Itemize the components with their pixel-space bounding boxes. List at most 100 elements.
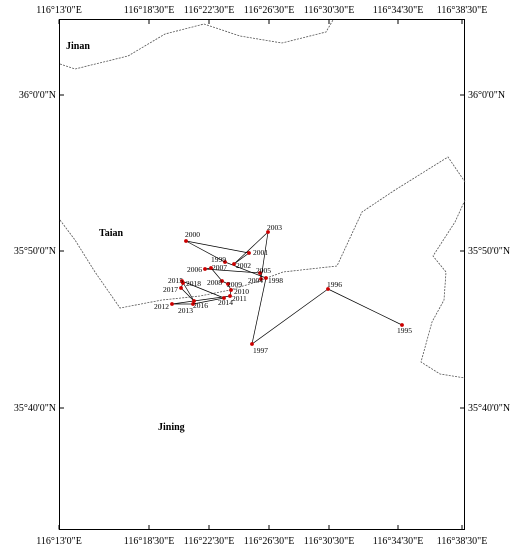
region-labels: Jinan Taian Jining	[66, 41, 185, 433]
lon-tick-label: 116°13'0"E	[36, 5, 82, 16]
track-segment	[185, 240, 226, 263]
track-point-2010	[229, 288, 233, 292]
track-segment	[210, 267, 223, 282]
track-segment	[171, 295, 231, 305]
track-point-2002	[232, 262, 236, 266]
migration-track	[171, 231, 403, 345]
lon-tick-label: 116°13'0"E	[36, 536, 82, 547]
lat-tick-label: 35°40'0"N	[468, 403, 510, 414]
jinan-boundary	[59, 19, 334, 70]
region-label-jinan: Jinan	[66, 41, 90, 52]
year-label: 1998	[268, 276, 283, 285]
region-label-jining: Jining	[158, 422, 185, 433]
lon-tick-label: 116°38'30"E	[437, 536, 488, 547]
lon-tick-label: 116°22'30"E	[184, 5, 235, 16]
track-point-2004	[259, 277, 263, 281]
track-point-2006	[203, 267, 207, 271]
track-point-1996	[326, 287, 330, 291]
year-label: 2014	[218, 298, 233, 307]
region-label-taian: Taian	[99, 228, 124, 239]
lon-tick-label: 116°34'30"E	[373, 536, 424, 547]
east-boundary	[420, 199, 466, 379]
year-label: 2010	[234, 287, 249, 296]
year-label: 2006	[187, 265, 202, 274]
year-label: 2005	[256, 266, 271, 275]
year-label: 2008	[207, 278, 222, 287]
taian-jining-boundary	[59, 156, 466, 309]
year-label: 1995	[397, 326, 412, 335]
lon-tick-label: 116°22'30"E	[184, 536, 235, 547]
track-point-2016	[192, 299, 196, 303]
lat-tick-label: 35°50'0"N	[14, 246, 56, 257]
map-frame	[59, 19, 465, 530]
year-label: 2012	[154, 302, 169, 311]
year-label: 2017	[163, 285, 178, 294]
lon-tick-label: 116°18'30"E	[124, 5, 175, 16]
lat-tick-label: 35°40'0"N	[14, 403, 56, 414]
lon-labels-top: 116°13'0"E 116°18'30"E 116°22'30"E 116°2…	[36, 5, 487, 16]
year-label: 2000	[185, 230, 200, 239]
lon-tick-label: 116°34'30"E	[373, 5, 424, 16]
lon-labels-bottom: 116°13'0"E 116°18'30"E 116°22'30"E 116°2…	[36, 536, 487, 547]
track-point-2001	[247, 251, 251, 255]
track-point-2012	[170, 302, 174, 306]
track-point-2003	[266, 230, 270, 234]
lon-tick-label: 116°26'30"E	[244, 536, 295, 547]
track-segment	[185, 240, 250, 254]
year-label: 2002	[236, 261, 251, 270]
year-label: 1996	[327, 280, 342, 289]
year-label: 2001	[253, 248, 268, 257]
lat-tick-label: 36°0'0"N	[19, 90, 56, 101]
track-points	[170, 230, 404, 346]
track-point-2018	[181, 281, 185, 285]
track-segment	[251, 288, 329, 345]
track-point-2011	[228, 294, 232, 298]
track-point-1997	[250, 342, 254, 346]
lon-tick-label: 116°30'30"E	[304, 5, 355, 16]
lat-tick-label: 36°0'0"N	[468, 90, 505, 101]
lon-tick-label: 116°26'30"E	[244, 5, 295, 16]
lon-tick-label: 116°30'30"E	[304, 536, 355, 547]
year-label: 2013	[178, 306, 193, 315]
lon-tick-label: 116°38'30"E	[437, 5, 488, 16]
year-label: 1997	[253, 346, 268, 355]
year-label: 2003	[267, 223, 282, 232]
track-segment	[180, 287, 195, 302]
track-segment	[233, 231, 269, 265]
track-segment	[204, 268, 261, 274]
track-segment	[233, 252, 250, 265]
year-label: 2018	[186, 279, 201, 288]
year-label: 2016	[193, 301, 208, 310]
year-label: 2015	[168, 276, 183, 285]
track-point-2014	[222, 296, 226, 300]
year-label: 2011	[232, 294, 247, 303]
lon-tick-label: 116°18'30"E	[124, 536, 175, 547]
lat-tick-label: 35°50'0"N	[468, 246, 510, 257]
lat-labels-left: 36°0'0"N 35°50'0"N 35°40'0"N	[14, 90, 56, 414]
year-label: 1999	[211, 255, 226, 264]
track-point-2017	[179, 286, 183, 290]
track-point-2000	[184, 239, 188, 243]
track-point-2008	[220, 279, 224, 283]
administrative-boundaries	[59, 19, 466, 379]
track-point-1995	[400, 323, 404, 327]
year-label: 2009	[227, 280, 242, 289]
track-segment	[260, 231, 269, 280]
track-segment	[327, 288, 403, 326]
track-segment	[224, 261, 267, 279]
track-point-2013	[191, 302, 195, 306]
track-point-2005	[258, 271, 262, 275]
track-segment	[251, 277, 267, 345]
lat-labels-right: 36°0'0"N 35°50'0"N 35°40'0"N	[468, 90, 510, 414]
track-segment	[192, 297, 225, 305]
year-label: 2007	[212, 263, 227, 272]
track-point-2009	[226, 282, 230, 286]
tick-marks	[58, 19, 465, 530]
track-point-1998	[264, 276, 268, 280]
year-label: 2004	[248, 276, 263, 285]
track-point-1999	[223, 260, 227, 264]
track-segment	[181, 280, 225, 299]
track-point-2007	[209, 266, 213, 270]
